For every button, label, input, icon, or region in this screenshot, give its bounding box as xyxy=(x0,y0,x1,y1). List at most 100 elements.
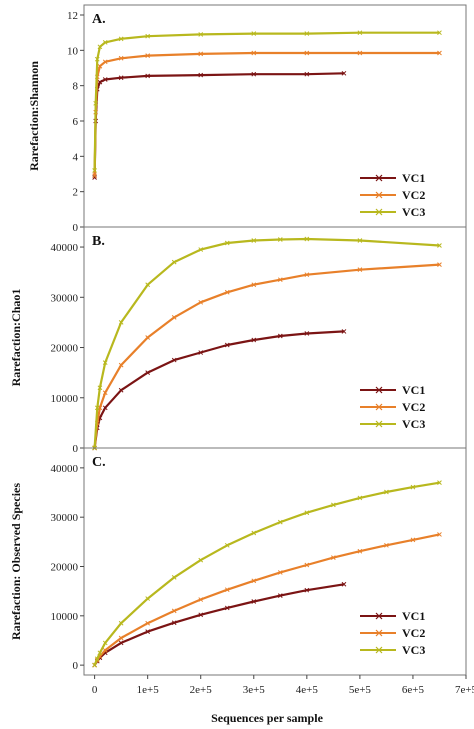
panel-b: 0 10000 20000 30000 40000 Rarefaction:Chao1 B.… xyxy=(9,226,467,455)
series-point-vc3 xyxy=(102,360,108,365)
series-point-vc3 xyxy=(145,596,151,601)
series-point-vc1 xyxy=(251,71,257,77)
series-point-vc3 xyxy=(94,56,100,62)
legend-label-vc2: VC2 xyxy=(402,400,425,414)
y-tick-label: 30000 xyxy=(51,292,79,304)
series-point-vc3 xyxy=(410,484,416,490)
series-point-vc2 xyxy=(251,282,257,288)
panels: 024681012Rarefaction:ShannonA.VC1VC2VC30… xyxy=(9,4,474,696)
series-point-vc2 xyxy=(102,647,108,653)
y-tick-label: 20000 xyxy=(51,343,79,355)
series-line-vc3 xyxy=(93,237,440,449)
series-point-vc2 xyxy=(198,51,204,57)
x-tick-label: 6e+5 xyxy=(402,684,425,696)
x-tick-label: 5e+5 xyxy=(349,684,372,696)
y-axis-label: Rarefaction: Observed Species xyxy=(9,483,23,640)
y-tick-label: 2 xyxy=(73,187,79,199)
y-tick-label: 40000 xyxy=(51,242,79,254)
y-tick-label: 10000 xyxy=(51,611,79,623)
legend-label-vc1: VC1 xyxy=(402,171,425,185)
series-point-vc1 xyxy=(251,337,257,343)
series-point-vc1 xyxy=(145,370,151,375)
series-point-vc3 xyxy=(357,238,363,243)
series-point-vc3 xyxy=(251,238,257,243)
legend-label-vc3: VC3 xyxy=(402,205,425,219)
series-point-vc1 xyxy=(341,70,347,76)
series-point-vc2 xyxy=(171,608,177,614)
series-point-vc3 xyxy=(198,557,204,563)
y-tick-label: 6 xyxy=(73,116,79,128)
series-point-vc1 xyxy=(97,79,103,85)
series-point-vc2 xyxy=(277,277,283,283)
series-point-vc2 xyxy=(224,289,230,295)
series-point-vc1 xyxy=(118,387,124,393)
x-tick-label: 0 xyxy=(92,684,98,696)
series-point-vc2 xyxy=(198,597,204,602)
series-point-vc1 xyxy=(304,587,310,593)
series-point-vc2 xyxy=(251,578,257,584)
legend-label-vc2: VC2 xyxy=(402,626,425,640)
x-axis-label: Sequences per sample xyxy=(211,711,323,725)
legend-label-vc3: VC3 xyxy=(402,643,425,657)
series-point-vc3 xyxy=(171,259,177,265)
x-tick-label: 7e+5 xyxy=(455,684,474,696)
series-point-vc1 xyxy=(224,605,230,611)
series-point-vc3 xyxy=(118,320,124,325)
series-point-vc1 xyxy=(102,405,108,411)
series-point-vc2 xyxy=(118,635,124,641)
plot-frame xyxy=(83,447,467,676)
legend-label-vc1: VC1 xyxy=(402,609,425,623)
series-point-vc2 xyxy=(118,55,124,61)
panel-a: 0 2 4 6 8 10 12 Rarefaction:Shannon A. VC1 VC2 VC3 xyxy=(27,4,467,234)
legend-marker-vc3 xyxy=(375,420,383,428)
legend-marker-vc1 xyxy=(375,386,383,394)
series-point-vc3 xyxy=(97,650,103,656)
series-point-vc3 xyxy=(94,656,100,662)
series-point-vc1 xyxy=(224,342,230,348)
series-point-vc2 xyxy=(357,548,363,554)
series-point-vc1 xyxy=(171,357,177,363)
y-tick-label: 0 xyxy=(73,443,79,455)
series-point-vc2 xyxy=(224,587,230,593)
series-point-vc1 xyxy=(277,333,283,339)
series-point-vc3 xyxy=(171,574,177,580)
series-point-vc2 xyxy=(102,390,108,396)
series-point-vc3 xyxy=(384,489,389,495)
series-point-vc2 xyxy=(304,272,310,278)
series-point-vc1 xyxy=(171,620,177,626)
series-point-vc2 xyxy=(145,53,151,58)
series-point-vc3 xyxy=(102,640,108,646)
legend-label-vc3: VC3 xyxy=(402,417,425,431)
series-point-vc2 xyxy=(437,262,442,267)
series-point-vc3 xyxy=(92,168,97,173)
series-point-vc3 xyxy=(224,240,230,246)
series-point-vc3 xyxy=(277,237,283,242)
series-line-vc3 xyxy=(93,31,440,171)
series-point-vc1 xyxy=(92,175,97,180)
panel-label: A. xyxy=(92,12,106,27)
series-point-vc3 xyxy=(437,30,442,36)
series-point-vc2 xyxy=(97,63,103,69)
series-point-vc3 xyxy=(277,519,283,525)
legend-marker-vc2 xyxy=(375,191,383,199)
x-tick-label: 4e+5 xyxy=(296,684,319,696)
series-point-vc2 xyxy=(277,570,283,575)
y-tick-label: 4 xyxy=(73,151,79,163)
legend-marker-vc2 xyxy=(375,403,383,411)
y-tick-label: 40000 xyxy=(51,463,79,475)
legend-marker-vc1 xyxy=(375,612,383,620)
y-tick-label: 12 xyxy=(67,10,78,22)
series-point-vc3 xyxy=(251,31,257,36)
series-point-vc1 xyxy=(198,350,204,355)
series-point-vc3 xyxy=(118,620,124,626)
series-point-vc1 xyxy=(341,329,347,334)
y-tick-label: 8 xyxy=(73,81,79,93)
series-point-vc1 xyxy=(118,75,124,81)
series-point-vc1 xyxy=(102,77,108,82)
y-tick-label: 0 xyxy=(73,222,79,234)
series-point-vc3 xyxy=(304,236,310,242)
series-point-vc3 xyxy=(437,480,442,486)
series-point-vc2 xyxy=(145,620,151,626)
series-point-vc2 xyxy=(357,267,363,273)
